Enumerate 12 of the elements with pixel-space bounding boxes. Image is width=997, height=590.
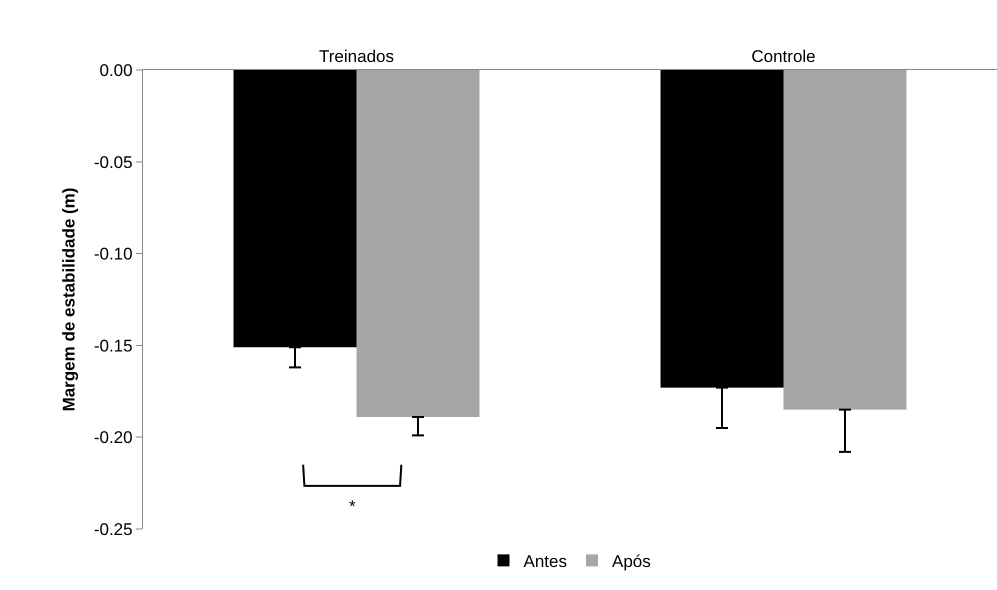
y-tick-label: -0.05	[94, 152, 133, 172]
y-tick-label: -0.15	[94, 336, 133, 356]
y-tick-label: 0.00	[100, 60, 133, 80]
y-tick-label: -0.10	[94, 244, 133, 264]
legend-label: Antes	[524, 552, 567, 571]
annotation: *	[349, 497, 356, 516]
y-tick-label: -0.25	[94, 520, 133, 539]
y-tick-label: -0.20	[94, 428, 133, 448]
x-tick-label: Controle	[751, 47, 816, 66]
legend-label: Após	[612, 552, 651, 571]
y-axis-title: Margem de estabilidade (m)	[59, 188, 78, 412]
x-tick-label: Treinados	[319, 47, 394, 66]
